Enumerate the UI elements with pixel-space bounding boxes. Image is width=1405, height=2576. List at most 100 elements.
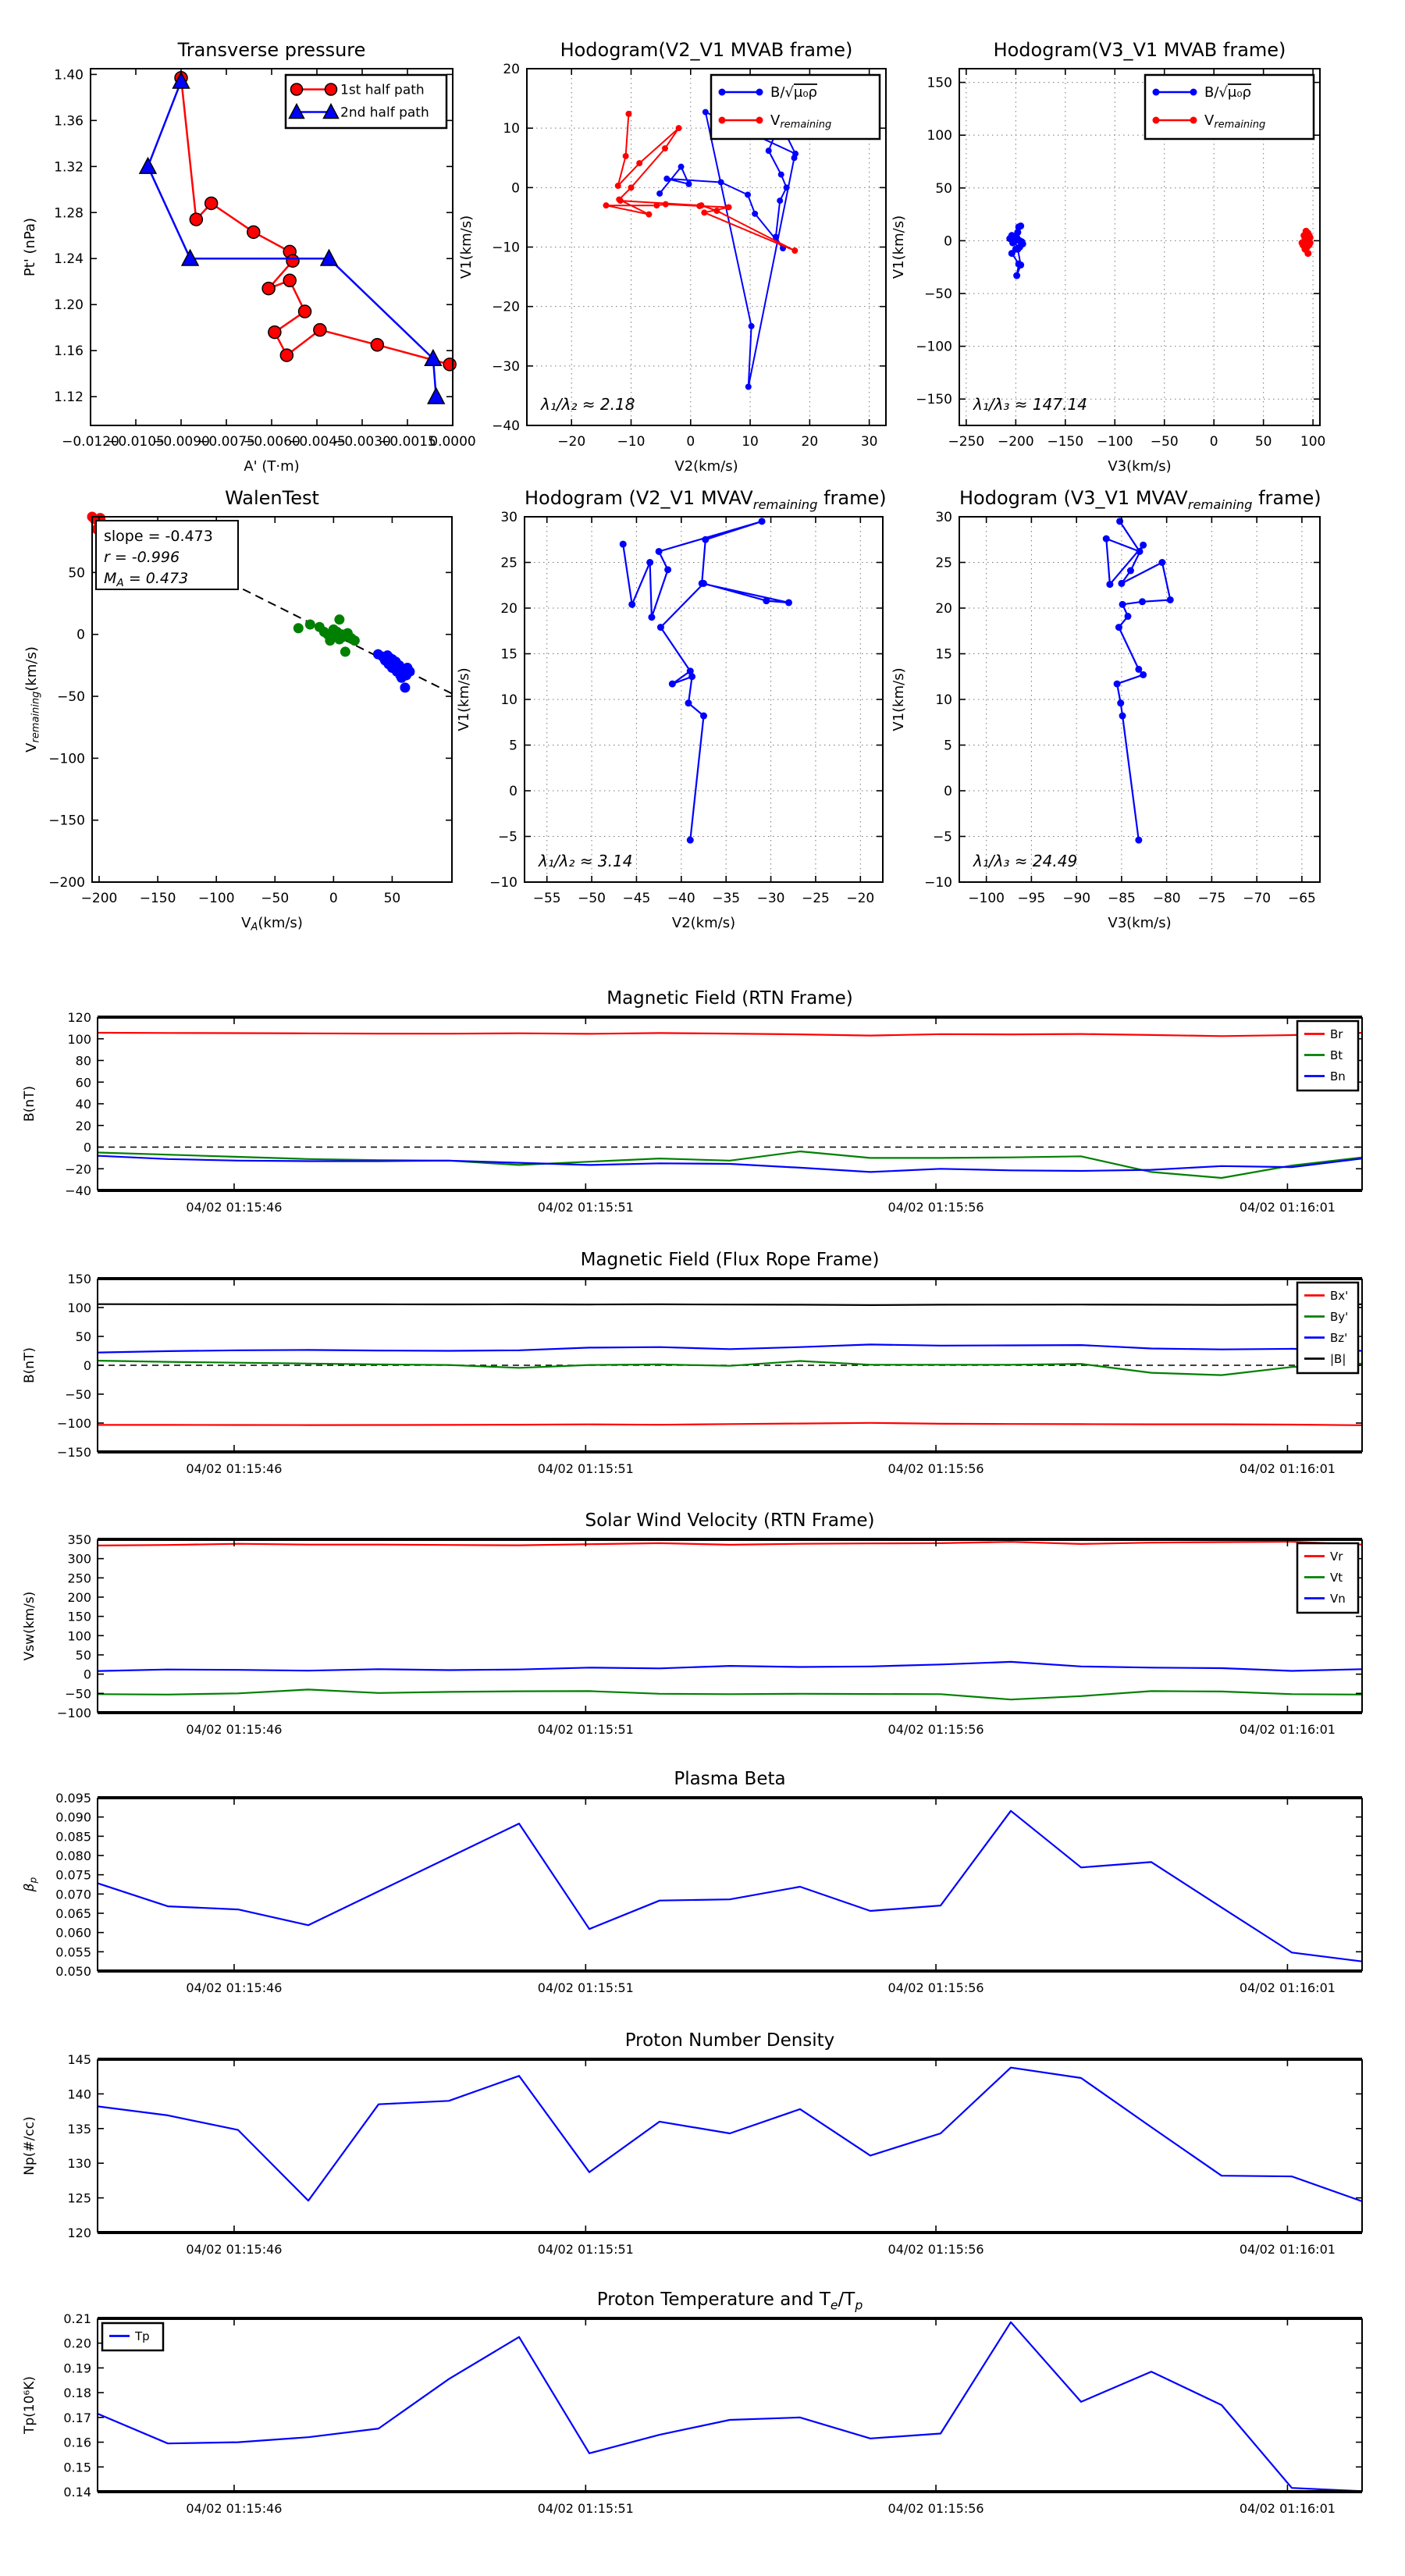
x-tick-label: −10 [617,434,646,450]
time-tick-label: 04/02 01:15:56 [888,1980,984,1995]
y-tick-label: 60 [76,1075,91,1090]
time-tick-label: 04/02 01:16:01 [1240,2501,1336,2516]
y-tick-label: 15 [500,647,518,663]
legend-label: Tp [134,2329,150,2343]
y-tick-label: 1.36 [54,113,84,129]
y-tick-label: 20 [503,62,520,77]
y-axis-label: V1(km/s) [891,215,907,279]
legend-label: Vt [1330,1571,1343,1585]
legend-label: Bt [1330,1048,1343,1062]
y-tick-label: 0 [84,1667,91,1682]
time-tick-label: 04/02 01:15:46 [186,1200,282,1215]
y-tick-label: 10 [503,121,520,137]
y-tick-label: −20 [492,300,520,315]
x-tick-label: 100 [1300,434,1325,450]
stat-line: MA = 0.473 [104,570,188,589]
time-tick-label: 04/02 01:15:51 [538,2242,634,2257]
y-tick-label: 0.21 [63,2311,91,2326]
panel-hodogram-v2v1-mvav: −55 −50 −45 −40 −35 −30 −25 −20−10−505101520253… [456,510,884,931]
y-tick-label: −40 [65,1183,91,1198]
x-tick-label: 0 [1210,434,1218,450]
y-tick-label: −40 [492,418,520,434]
x-tick-label: −0.0030 [333,434,391,450]
time-tick-label: 04/02 01:15:51 [538,1980,634,1995]
y-tick-label: −30 [492,359,520,375]
x-tick-label: −70 [1243,891,1271,906]
panel-mag-rtn: −40 −20 0 20 40 60 80 100 120 04/02 01:15:46 04/02… [22,1010,1363,1215]
y-tick-label: 0.060 [55,1926,91,1941]
x-tick-label: −0.0060 [243,434,301,450]
x-tick-label: −150 [1047,434,1083,450]
panel-walen-test: −200 −150 −100 −50 0 50 −200 −150 −100 −50 0 50 VA(k… [23,511,453,934]
y-tick-label: 0.19 [63,2361,91,2375]
y-tick-label: 0.080 [55,1848,91,1863]
y-tick-label: 0.085 [55,1829,91,1844]
stat-box [95,520,239,590]
y-tick-label: 0 [509,784,518,799]
y-tick-label: 1.32 [54,159,84,175]
title-solar-wind-velocity: Solar Wind Velocity (RTN Frame) [585,1510,875,1531]
x-tick-label: −55 [533,891,561,906]
x-tick-label: 10 [742,434,759,450]
x-axis-label: V2(km/s) [674,458,738,475]
y-tick-label: 1.28 [54,205,84,221]
x-tick-label: −0.0015 [379,434,436,450]
x-tick-label: −100 [968,891,1005,906]
y-axis-label: V1(km/s) [458,215,475,279]
x-tick-label: −100 [198,891,235,906]
y-tick-label: −50 [57,689,85,705]
y-tick-label: 150 [67,1610,91,1624]
y-tick-label: 0.090 [55,1810,91,1825]
x-tick-label: 50 [1255,434,1272,450]
panel-proton-temperature: 0.14 0.15 0.16 0.17 0.18 0.19 0.20 0.21 04/02 01… [22,2311,1363,2516]
y-axis-label: Vremaining(km/s) [23,646,42,753]
y-tick-label: 0.17 [63,2411,91,2425]
y-tick-label: 250 [67,1571,91,1585]
time-tick-label: 04/02 01:15:51 [538,1461,634,1476]
title-mag-rtn: Magnetic Field (RTN Frame) [606,988,853,1009]
legend-label: Vn [1330,1592,1346,1606]
time-tick-label: 04/02 01:16:01 [1240,1461,1336,1476]
y-axis-label: V1(km/s) [891,667,907,731]
y-tick-label: 25 [500,556,518,571]
y-tick-label: 15 [935,647,952,663]
time-tick-label: 04/02 01:15:56 [888,1200,984,1215]
y-tick-label: −50 [65,1686,91,1701]
y-tick-label: 0.065 [55,1906,91,1921]
legend-box [284,73,448,130]
panel-transverse-pressure: −0.0120−0.0105−0.0090−0.0075−0.0060−0.00… [22,67,476,475]
y-tick-label: 100 [927,128,952,144]
legend-label: 2nd half path [340,105,429,121]
time-tick-label: 04/02 01:15:46 [186,1461,282,1476]
title-hodogram-v3v1-mvav: Hodogram (V3_V1 MVAVremaining frame) [959,487,1321,512]
x-tick-label: −95 [1017,891,1045,906]
y-tick-label: 100 [67,1628,91,1643]
lambda-annotation: λ₁/λ₃ ≈ 147.14 [973,395,1087,414]
legend-label: Bx' [1330,1289,1348,1303]
x-tick-label: 30 [861,434,878,450]
y-tick-label: −10 [489,875,518,891]
x-tick-label: −40 [667,891,695,906]
y-tick-label: 0.16 [63,2435,91,2450]
time-tick-label: 04/02 01:15:51 [538,1200,634,1215]
time-tick-label: 04/02 01:15:46 [186,2501,282,2516]
x-tick-label: −50 [1151,434,1179,450]
y-tick-label: 0 [76,628,85,643]
y-tick-label: 120 [67,1010,91,1025]
x-tick-label: −25 [802,891,830,906]
panel-proton-density: 120 125 130 135 140 145 04/02 01:15:46 04/02 01… [22,2052,1363,2257]
panel-solar-wind-velocity: −100 −50 0 50 100 150 200 250 300 350 04/02 01:15:… [22,1532,1363,1737]
y-axis-label: Tp(10⁶K) [22,2376,37,2435]
y-tick-label: 100 [67,1032,91,1047]
legend-label: 1st half path [340,83,425,98]
time-tick-label: 04/02 01:15:56 [888,2242,984,2257]
lambda-annotation: λ₁/λ₃ ≈ 24.49 [973,852,1077,870]
y-tick-label: 0 [84,1358,91,1373]
time-tick-label: 04/02 01:15:51 [538,1722,634,1737]
time-tick-label: 04/02 01:16:01 [1240,1722,1336,1737]
y-tick-label: −100 [57,1706,91,1720]
y-tick-label: 10 [500,692,518,708]
y-tick-label: 1.24 [54,251,84,267]
lambda-annotation: λ₁/λ₂ ≈ 3.14 [538,852,632,870]
